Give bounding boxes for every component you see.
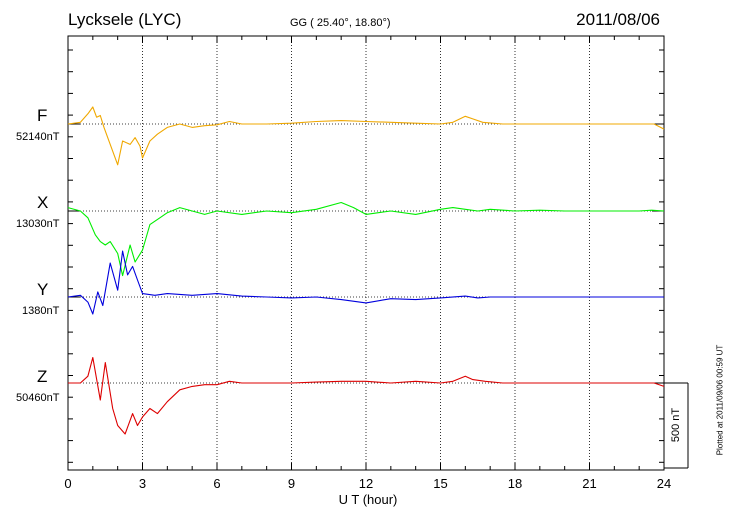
series-z-trace (68, 356, 665, 435)
data-traces (67, 106, 665, 435)
series-x-trace (67, 201, 665, 277)
x-tick-label: 6 (213, 476, 221, 491)
series-label-z: Z (37, 367, 48, 386)
x-tick-label: 12 (358, 476, 374, 491)
x-tick-label: 21 (582, 476, 597, 491)
station-title: Lycksele (LYC) (68, 10, 182, 29)
plot-date: 2011/08/06 (576, 10, 660, 29)
plot-axes (67, 35, 665, 471)
x-tick-label: 15 (433, 476, 448, 491)
x-axis-label: U T (hour) (338, 492, 398, 507)
series-label-x: X (37, 193, 49, 212)
x-tick-label: 9 (287, 476, 296, 491)
series-y-trace (67, 250, 664, 315)
x-tick-label: 18 (507, 476, 523, 491)
scale-bar-label: 500 nT (670, 407, 682, 443)
scale-bar (664, 382, 689, 469)
series-label-f: F (37, 106, 48, 125)
series-baseline-y: 1380nT (22, 305, 60, 317)
grid (68, 36, 664, 470)
x-tick-label: 0 (64, 476, 72, 491)
x-tick-label: 3 (138, 476, 147, 491)
series-baseline-z: 50460nT (16, 392, 60, 404)
x-tick-label: 24 (656, 476, 672, 491)
plotted-timestamp: Plotted at 2011/09/06 00:59 UT (715, 344, 725, 456)
series-label-y: Y (37, 280, 49, 299)
station-coordinates: GG ( 25.40°, 18.80°) (290, 17, 391, 29)
series-baseline-f: 52140nT (16, 131, 60, 143)
series-f-trace (67, 106, 665, 166)
series-baseline-x: 13030nT (16, 218, 60, 230)
